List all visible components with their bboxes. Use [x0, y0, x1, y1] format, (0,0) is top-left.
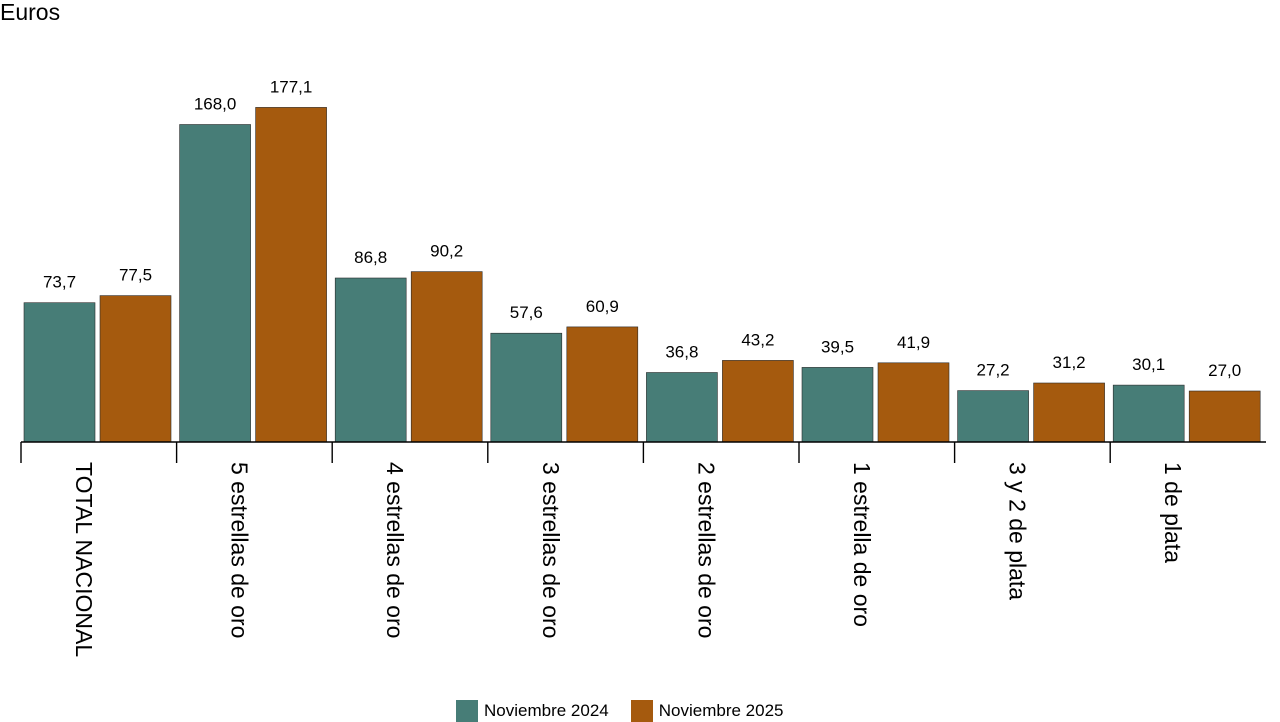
data-label-series-2-1: 177,1 [270, 77, 313, 96]
bar-series-2-4 [722, 360, 794, 443]
category-label-4: 2 estrellas de oro [693, 462, 719, 638]
category-label-3: 3 estrellas de oro [538, 462, 564, 638]
category-label-0: TOTAL NACIONAL [71, 462, 97, 657]
data-label-series-2-6: 31,2 [1053, 353, 1086, 372]
bar-series-1-2 [334, 277, 407, 443]
data-label-series-1-7: 30,1 [1132, 355, 1165, 374]
bar-series-1-6 [957, 390, 1029, 443]
data-label-series-2-2: 90,2 [430, 242, 463, 261]
bar-series-1-3 [490, 332, 563, 443]
bar-series-2-3 [566, 326, 639, 443]
data-label-series-1-0: 73,7 [43, 273, 76, 292]
data-label-series-1-4: 36,8 [665, 343, 698, 362]
data-label-series-1-3: 57,6 [510, 303, 543, 322]
legend-item-series-2: Noviembre 2025 [630, 700, 784, 722]
legend-swatch-series-2 [630, 700, 653, 722]
category-label-1: 5 estrellas de oro [227, 462, 253, 638]
legend-item-series-1: Noviembre 2024 [456, 700, 609, 722]
bar-series-2-0 [99, 295, 172, 443]
legend-label-series-2: Noviembre 2025 [658, 701, 784, 720]
chart-legend: Noviembre 2024 Noviembre 2025 [456, 700, 784, 722]
bar-series-1-7 [1112, 384, 1185, 443]
bar-series-1-0 [23, 302, 96, 443]
bar-series-1-4 [646, 372, 718, 443]
data-label-series-2-0: 77,5 [119, 266, 152, 285]
category-label-6: 3 y 2 de plata [1005, 462, 1031, 600]
bar-series-2-2 [410, 271, 483, 443]
bar-series-2-5 [877, 362, 950, 443]
data-label-series-2-4: 43,2 [741, 330, 774, 349]
data-label-series-1-5: 39,5 [821, 337, 854, 356]
data-label-series-1-1: 168,0 [194, 95, 237, 114]
data-label-series-2-3: 60,9 [586, 297, 619, 316]
legend-swatch-series-1 [456, 700, 478, 722]
data-label-series-2-7: 27,0 [1208, 361, 1241, 380]
data-label-series-1-2: 86,8 [354, 248, 387, 267]
legend-label-series-1: Noviembre 2024 [484, 701, 609, 720]
bar-series-2-7 [1188, 390, 1261, 443]
category-label-5: 1 estrella de oro [849, 462, 875, 627]
y-axis-unit-label: Euros [0, 0, 61, 25]
bar-series-2-1 [255, 107, 327, 443]
category-label-7: 1 de plata [1160, 462, 1186, 563]
bar-series-2-6 [1033, 382, 1105, 443]
data-label-series-2-5: 41,9 [897, 333, 930, 352]
category-label-2: 4 estrellas de oro [382, 462, 408, 638]
data-label-series-1-6: 27,2 [977, 361, 1010, 380]
bar-series-1-1 [179, 124, 251, 443]
bar-series-1-5 [801, 367, 874, 443]
